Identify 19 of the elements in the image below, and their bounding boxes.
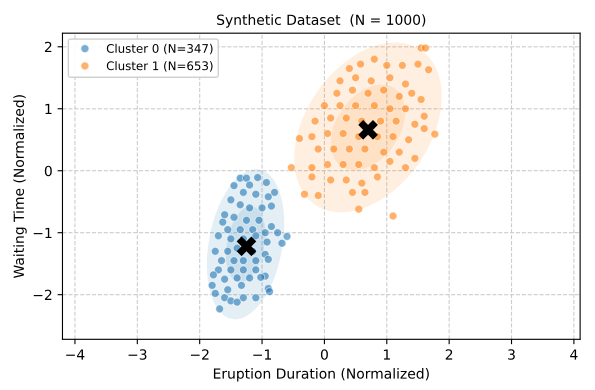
x-tick-label: −4	[66, 349, 84, 360]
y-tick-label: 1	[45, 104, 52, 114]
legend-label: Cluster 0 (N=347)	[106, 44, 213, 54]
x-tick-label: 2	[446, 349, 452, 360]
x-tick-label: 0	[320, 349, 328, 360]
legend-label: Cluster 1 (N=653)	[106, 61, 213, 72]
y-tick-label: 0	[44, 166, 52, 176]
chart-title: Synthetic Dataset (N = 1000)	[217, 14, 426, 28]
y-axis-title: Waiting Time (Normalized)	[13, 95, 27, 278]
y-tick-label: −1	[34, 228, 52, 238]
x-axis-title: Eruption Duration (Normalized)	[214, 368, 429, 382]
x-tick-label: 1	[384, 349, 390, 360]
x-tick-label: −3	[128, 349, 146, 360]
y-tick-label: −2	[34, 290, 52, 300]
x-tick-label: −2	[190, 349, 209, 360]
x-tick-label: −1	[253, 349, 272, 360]
x-tick-label: 4	[570, 349, 578, 360]
x-tick-label: 3	[508, 349, 515, 360]
y-tick-label: 2	[44, 42, 52, 52]
